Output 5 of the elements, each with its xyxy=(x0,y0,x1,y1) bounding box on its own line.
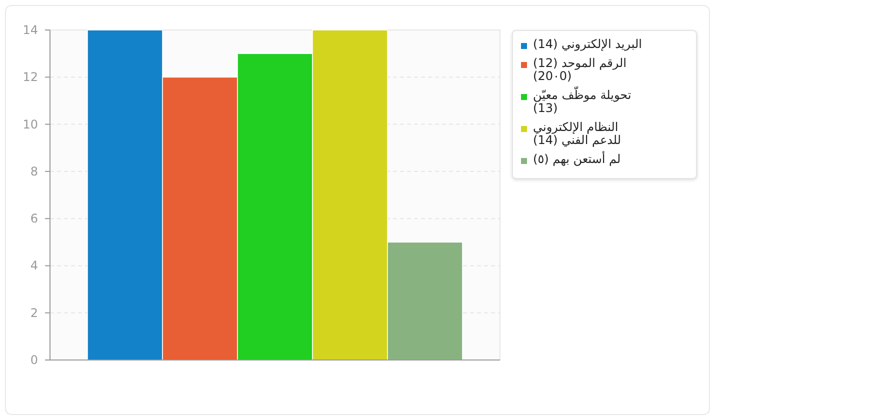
legend-label: البريد الإلكتروني (14) xyxy=(533,37,642,51)
legend-label: النظام الإلكتروني للدعم الفني (14) xyxy=(533,120,622,147)
legend-label: لم أستعن بهم (٥) xyxy=(533,152,621,166)
legend-label: تحويلة موظّف معيّن (13) xyxy=(533,88,632,115)
legend-label: الرقم الموحد (12) (20٠0) xyxy=(533,56,628,83)
